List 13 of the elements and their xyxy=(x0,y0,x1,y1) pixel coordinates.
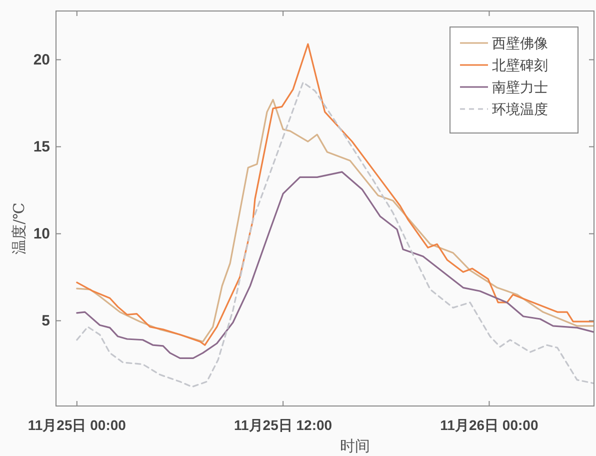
y-tick-label: 10 xyxy=(33,226,50,243)
x-tick-label: 11月26日 00:00 xyxy=(440,417,538,433)
y-axis-title: 温度/℃ xyxy=(10,202,28,254)
legend-label: 西壁佛像 xyxy=(492,36,548,52)
x-tick-label: 11月25日 12:00 xyxy=(234,417,332,433)
y-tick-label: 20 xyxy=(33,52,50,69)
legend-label: 南壁力士 xyxy=(492,80,548,96)
legend-label: 北壁碑刻 xyxy=(492,58,548,74)
y-tick-label: 15 xyxy=(33,138,50,156)
x-tick-label: 11月25日 00:00 xyxy=(28,417,126,433)
x-axis-title: 时间 xyxy=(340,437,370,455)
y-tick-label: 5 xyxy=(42,312,50,330)
legend-label: 环境温度 xyxy=(492,102,548,118)
